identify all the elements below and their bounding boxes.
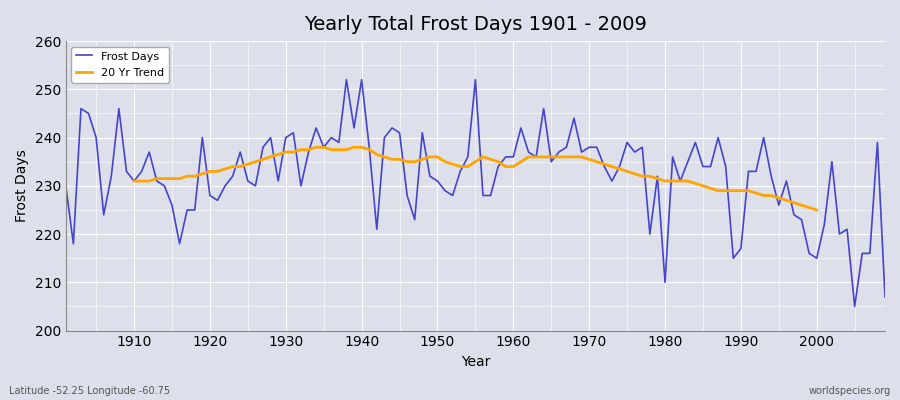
20 Yr Trend xyxy=(303,147,314,152)
Line: 20 Yr Trend: 20 Yr Trend xyxy=(134,147,816,210)
Line: Frost Days: Frost Days xyxy=(66,80,885,306)
20 Yr Trend xyxy=(796,203,807,208)
20 Yr Trend xyxy=(811,208,822,212)
Frost Days xyxy=(850,304,860,309)
Frost Days xyxy=(60,184,71,188)
X-axis label: Year: Year xyxy=(461,355,491,369)
Legend: Frost Days, 20 Yr Trend: Frost Days, 20 Yr Trend xyxy=(71,47,169,83)
Frost Days xyxy=(288,130,299,135)
20 Yr Trend xyxy=(212,169,223,174)
20 Yr Trend xyxy=(288,150,299,154)
Y-axis label: Frost Days: Frost Days xyxy=(15,150,29,222)
Frost Days xyxy=(607,179,617,184)
20 Yr Trend xyxy=(129,179,140,184)
Frost Days xyxy=(341,77,352,82)
Text: worldspecies.org: worldspecies.org xyxy=(809,386,891,396)
20 Yr Trend xyxy=(804,205,814,210)
Frost Days xyxy=(122,169,132,174)
Text: Latitude -52.25 Longitude -60.75: Latitude -52.25 Longitude -60.75 xyxy=(9,386,170,396)
Frost Days xyxy=(879,294,890,299)
Frost Days xyxy=(334,140,345,145)
20 Yr Trend xyxy=(310,145,321,150)
Frost Days xyxy=(508,154,518,159)
20 Yr Trend xyxy=(713,188,724,193)
Title: Yearly Total Frost Days 1901 - 2009: Yearly Total Frost Days 1901 - 2009 xyxy=(304,15,647,34)
Frost Days xyxy=(516,126,526,130)
